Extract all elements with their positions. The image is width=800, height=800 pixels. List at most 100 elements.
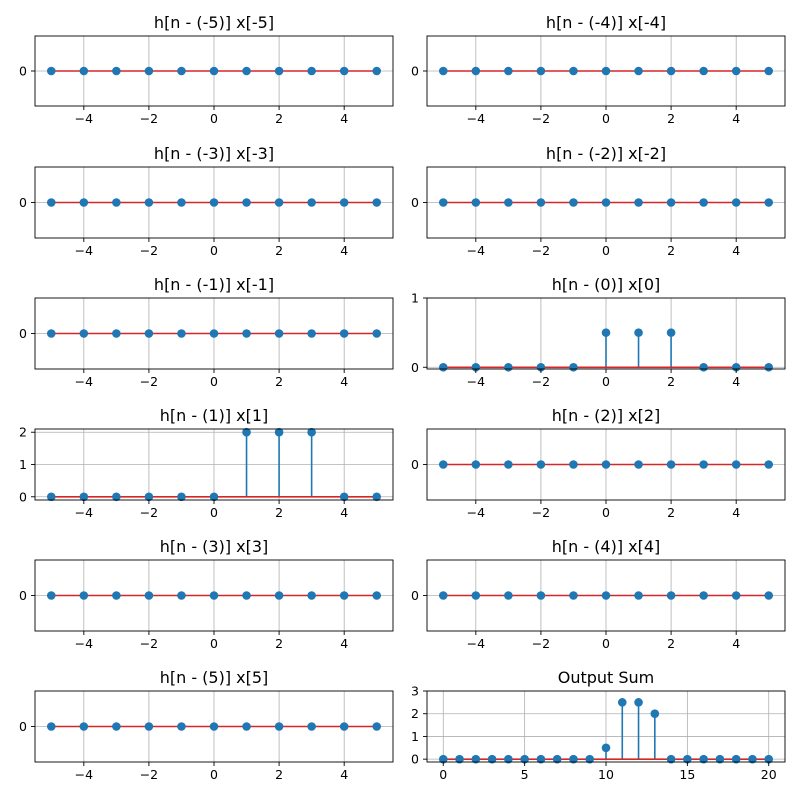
stem-marker — [748, 754, 757, 764]
stem-marker — [634, 591, 643, 600]
x-tick-label: 10 — [598, 767, 614, 782]
y-tick-label: 0 — [411, 752, 419, 767]
stem-marker — [209, 329, 219, 338]
x-tick-label: 4 — [732, 374, 740, 389]
stem-marker — [177, 329, 186, 338]
x-tick-label: −2 — [532, 636, 550, 651]
stem-marker — [372, 591, 382, 600]
stem-marker — [177, 198, 186, 207]
stem-marker — [601, 743, 611, 753]
stem-marker — [46, 66, 56, 76]
x-tick-label: 4 — [732, 111, 740, 126]
stem-marker — [764, 198, 774, 207]
x-tick-label: 4 — [340, 111, 348, 126]
x-tick-label: −2 — [140, 243, 158, 258]
x-tick-label: 0 — [210, 111, 218, 126]
x-tick-label: 2 — [275, 111, 283, 126]
stem-marker — [504, 460, 513, 469]
stem-marker — [46, 722, 56, 731]
stem-marker — [177, 722, 186, 731]
panel-title: h[n - (3)] x[3] — [160, 537, 269, 556]
stem-marker — [46, 591, 56, 600]
stem-marker — [274, 427, 284, 437]
stem-marker — [520, 754, 529, 764]
stem-marker — [79, 329, 89, 338]
x-tick-label: −2 — [532, 374, 550, 389]
stem-marker — [471, 198, 481, 207]
stem-marker — [209, 492, 219, 502]
x-tick-label: −2 — [140, 374, 158, 389]
panel-3: h[n - (-2)] x[-2] −4 −2 0 2 4 0 — [411, 144, 786, 258]
y-tick-label: 2 — [19, 425, 27, 440]
stem-marker — [536, 460, 546, 469]
x-tick-label: −2 — [140, 636, 158, 651]
panel-10: h[n - (5)] x[5] −4 −2 0 2 4 0 — [19, 668, 394, 782]
stem-marker — [79, 198, 89, 207]
stem-marker — [177, 591, 186, 600]
stem-marker — [144, 329, 154, 338]
y-tick-label: 0 — [19, 195, 27, 210]
x-tick-label: 0 — [602, 636, 610, 651]
stem-marker — [339, 722, 349, 731]
panel-title: h[n - (0)] x[0] — [552, 275, 661, 294]
y-tick-label: 0 — [411, 195, 419, 210]
stem-marker — [112, 66, 121, 76]
x-tick-label: 4 — [340, 767, 348, 782]
stem-marker — [699, 198, 708, 207]
x-tick-label: −4 — [467, 111, 485, 126]
panel-title: h[n - (-4)] x[-4] — [546, 13, 666, 32]
stem-marker — [601, 591, 611, 600]
stem-marker — [79, 492, 89, 502]
panel-7: h[n - (2)] x[2] −4 −2 0 2 4 0 — [411, 406, 786, 520]
stem-marker — [471, 591, 481, 600]
stem-marker — [438, 198, 448, 207]
stem-marker — [242, 427, 251, 437]
stem-marker — [274, 329, 284, 338]
stem-marker — [79, 66, 89, 76]
x-tick-label: 4 — [340, 243, 348, 258]
y-tick-label: 1 — [19, 457, 27, 472]
stem-marker — [666, 66, 676, 76]
stem-marker — [455, 754, 464, 764]
stem-marker — [471, 66, 481, 76]
x-tick-label: −4 — [75, 243, 93, 258]
stem-marker — [209, 66, 219, 76]
stem-marker — [242, 722, 251, 731]
x-tick-label: 2 — [275, 636, 283, 651]
stem-marker — [339, 492, 349, 502]
x-tick-label: 4 — [340, 374, 348, 389]
panel-title: h[n - (4)] x[4] — [552, 537, 661, 556]
stem-marker — [699, 591, 708, 600]
panel-title: h[n - (-3)] x[-3] — [154, 144, 274, 163]
stem-marker — [46, 329, 56, 338]
stem-marker — [307, 198, 316, 207]
x-tick-label: −4 — [75, 636, 93, 651]
stem-marker — [307, 427, 316, 437]
stem-marker — [144, 722, 154, 731]
stem-marker — [617, 698, 627, 707]
x-tick-label: 2 — [667, 374, 675, 389]
panel-5: h[n - (0)] x[0] −4 −2 0 2 4 0 1 — [411, 275, 786, 389]
x-tick-label: 2 — [667, 636, 675, 651]
x-tick-label: 4 — [340, 505, 348, 520]
stem-marker — [307, 66, 316, 76]
x-tick-label: 0 — [210, 243, 218, 258]
x-tick-label: 20 — [761, 767, 777, 782]
stem-marker — [666, 328, 676, 337]
stem-marker — [46, 198, 56, 207]
panel-title: h[n - (2)] x[2] — [552, 406, 661, 425]
stem-marker — [504, 754, 513, 764]
y-tick-label: 2 — [411, 706, 419, 721]
x-tick-label: 0 — [439, 767, 447, 782]
stem-marker — [601, 460, 611, 469]
stem-marker — [504, 198, 513, 207]
x-tick-label: 2 — [667, 505, 675, 520]
panel-title: h[n - (-5)] x[-5] — [154, 13, 274, 32]
stem-marker — [209, 722, 219, 731]
stem-marker — [650, 709, 660, 719]
stem-marker — [585, 754, 595, 764]
stem-marker — [112, 722, 121, 731]
stem-marker — [634, 328, 643, 337]
stem-marker — [764, 66, 774, 76]
panel-8: h[n - (3)] x[3] −4 −2 0 2 4 0 — [19, 537, 394, 651]
